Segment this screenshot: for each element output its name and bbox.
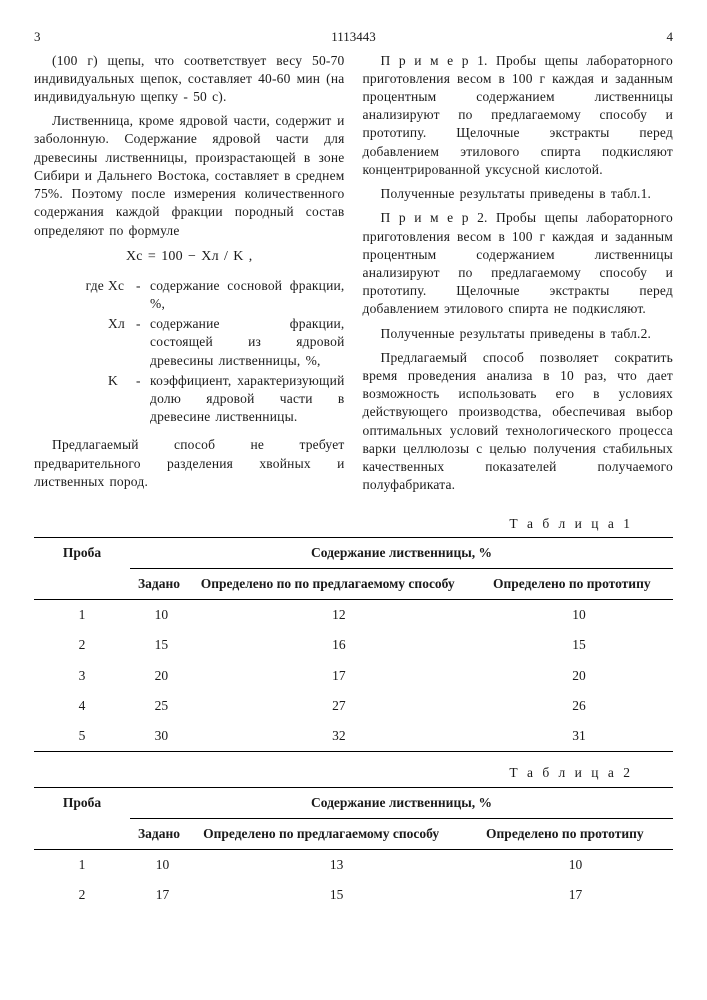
where-def: содержание фракции, состоящей из ядровой…	[150, 315, 345, 370]
table2-caption: Т а б л и ц а 2	[34, 764, 633, 782]
th-proto: Определено по прототипу	[478, 818, 673, 849]
th-set: Задано	[130, 818, 195, 849]
table-row: 4252726	[34, 691, 673, 721]
left-column: (100 г) щепы, что соответствует весу 50-…	[34, 52, 345, 501]
table2-body: 1101310 2171517	[34, 849, 673, 910]
para: Предлагаемый способ позволяет сократить …	[363, 349, 674, 495]
where-definitions: где Xс - содержание сосновой фракции, %,…	[34, 277, 345, 427]
table1: Проба Содержание лиственницы, % Задано О…	[34, 537, 673, 753]
para: П р и м е р 1. Пробы щепы лабораторного …	[363, 52, 674, 180]
where-def: содержание сосновой фракции, %,	[150, 277, 345, 313]
table-row: 3201720	[34, 661, 673, 691]
dash: -	[136, 277, 150, 313]
para: П р и м е р 2. Пробы щепы лабораторного …	[363, 209, 674, 318]
right-column: П р и м е р 1. Пробы щепы лабораторного …	[363, 52, 674, 501]
where-symbol: K	[108, 372, 136, 427]
body-columns: (100 г) щепы, что соответствует весу 50-…	[34, 52, 673, 501]
table-row: 1101210	[34, 600, 673, 631]
where-def: коэффициент, характеризующий долю ядрово…	[150, 372, 345, 427]
table2: Проба Содержание лиственницы, % Задано О…	[34, 787, 673, 911]
page-right-num: 4	[667, 28, 674, 46]
where-symbol: Xс	[108, 277, 136, 313]
para: Лиственница, кроме ядровой части, содерж…	[34, 112, 345, 240]
where-label: где	[34, 277, 108, 313]
dash: -	[136, 315, 150, 370]
th-group: Содержание лиственницы, %	[130, 537, 673, 568]
th-sample: Проба	[34, 787, 130, 849]
th-set: Задано	[130, 569, 193, 600]
formula: Xс = 100 − Xл / K ,	[34, 248, 345, 267]
th-proto: Определено по прототипу	[485, 569, 673, 600]
page-header: 3 1113443 4	[34, 28, 673, 46]
table-row: 2151615	[34, 630, 673, 660]
table1-caption: Т а б л и ц а 1	[34, 515, 633, 533]
where-symbol: Xл	[108, 315, 136, 370]
table-row: 5303231	[34, 721, 673, 752]
table1-body: 1101210 2151615 3201720 4252726 5303231	[34, 600, 673, 752]
table-row: 1101310	[34, 849, 673, 880]
th-group: Содержание лиственницы, %	[130, 787, 673, 818]
th-sample: Проба	[34, 537, 130, 599]
th-proposed: Определено по предлагаемому способу	[195, 818, 478, 849]
document-number: 1113443	[41, 28, 667, 46]
table-row: 2171517	[34, 880, 673, 910]
dash: -	[136, 372, 150, 427]
para: Полученные результаты приведены в табл.1…	[363, 185, 674, 203]
para: (100 г) щепы, что соответствует весу 50-…	[34, 52, 345, 107]
para: Полученные результаты приведены в табл.2…	[363, 325, 674, 343]
para: Предлагаемый способ не требует предварит…	[34, 436, 345, 491]
th-proposed: Определено по по предлагаемому способу	[193, 569, 485, 600]
